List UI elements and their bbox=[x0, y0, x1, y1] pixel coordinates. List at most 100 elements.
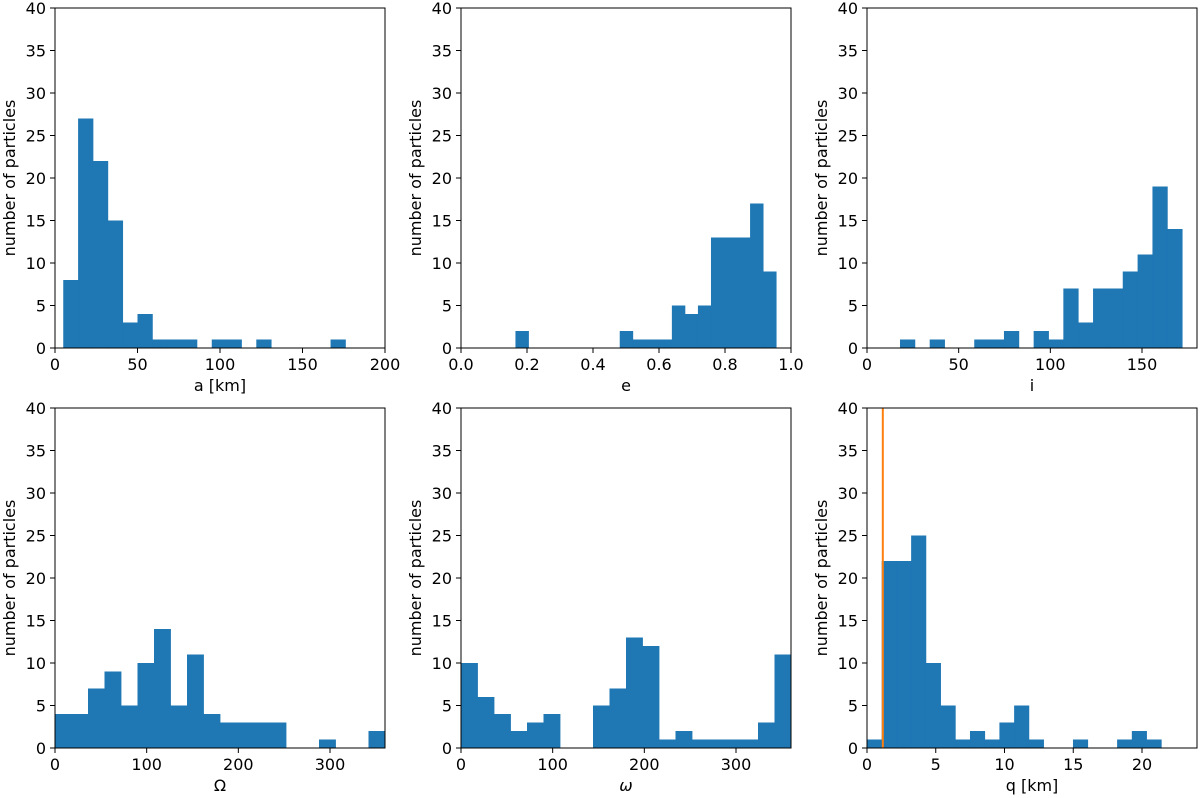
histogram-bar bbox=[1122, 271, 1138, 348]
histogram-bar bbox=[1117, 739, 1133, 748]
y-tick-label: 10 bbox=[838, 254, 858, 273]
histogram-bar bbox=[104, 671, 122, 748]
histogram-bar bbox=[1078, 322, 1094, 348]
y-axis-label: number of particles bbox=[406, 100, 425, 257]
x-tick-label: 300 bbox=[315, 755, 346, 774]
histogram-bar bbox=[626, 637, 643, 748]
histogram-bar bbox=[1107, 288, 1124, 348]
y-tick-label: 30 bbox=[838, 484, 858, 503]
y-tick-label: 5 bbox=[442, 697, 452, 716]
histogram-bar bbox=[269, 722, 287, 748]
y-axis-label: number of particles bbox=[812, 500, 831, 657]
histogram-bar bbox=[152, 339, 168, 348]
histogram-bar bbox=[741, 739, 759, 748]
histogram-bar bbox=[867, 739, 883, 748]
histogram-bar bbox=[708, 739, 726, 748]
y-tick-label: 25 bbox=[26, 127, 46, 146]
histogram-bar bbox=[137, 663, 155, 748]
y-tick-label: 20 bbox=[26, 569, 46, 588]
histogram-bar bbox=[494, 714, 511, 748]
y-tick-label: 20 bbox=[432, 569, 452, 588]
y-tick-label: 15 bbox=[838, 612, 858, 631]
x-tick-label: 1.0 bbox=[778, 355, 803, 374]
x-tick-label: 0 bbox=[50, 355, 60, 374]
y-tick-label: 20 bbox=[838, 169, 858, 188]
histogram-bar bbox=[1028, 739, 1044, 748]
y-tick-label: 40 bbox=[26, 0, 46, 18]
histogram-bar bbox=[929, 339, 945, 348]
y-tick-label: 40 bbox=[432, 399, 452, 418]
histogram-bar bbox=[137, 314, 153, 348]
x-tick-label: 20 bbox=[1132, 755, 1152, 774]
x-tick-label: 10 bbox=[994, 755, 1014, 774]
histogram-bar bbox=[645, 339, 660, 348]
histogram-omega-lower: 0 100 200 300 0 5 10 15 20 25 30 35 40 ω number of par… bbox=[406, 399, 792, 795]
histogram-bar bbox=[692, 739, 709, 748]
x-tick-label: 0.6 bbox=[646, 355, 671, 374]
histogram-bar bbox=[543, 714, 561, 748]
x-axis-label: ω bbox=[619, 776, 632, 795]
x-tick-label: 15 bbox=[1063, 755, 1083, 774]
histogram-bar bbox=[515, 331, 529, 348]
histogram-bar bbox=[167, 339, 183, 348]
y-tick-label: 35 bbox=[432, 42, 452, 61]
y-tick-label: 20 bbox=[432, 169, 452, 188]
y-tick-label: 10 bbox=[432, 254, 452, 273]
x-tick-label: 300 bbox=[721, 755, 752, 774]
y-tick-label: 30 bbox=[26, 484, 46, 503]
histogram-bar bbox=[955, 739, 971, 748]
y-tick-label: 5 bbox=[36, 697, 46, 716]
histogram-bar bbox=[226, 339, 242, 348]
histogram-bar bbox=[1003, 331, 1020, 348]
x-tick-label: 150 bbox=[287, 355, 318, 374]
histogram-bar bbox=[737, 237, 751, 348]
histogram-bar bbox=[896, 561, 912, 748]
histogram-bar bbox=[984, 739, 1000, 748]
y-axis-label: number of particles bbox=[0, 500, 19, 657]
x-tick-label: 50 bbox=[127, 355, 147, 374]
histogram-bar bbox=[92, 161, 109, 348]
x-tick-label: 200 bbox=[370, 355, 401, 374]
y-tick-label: 30 bbox=[838, 84, 858, 103]
histogram-bar bbox=[319, 739, 336, 748]
histogram-bar bbox=[211, 339, 227, 348]
x-tick-label: 100 bbox=[131, 755, 162, 774]
histogram-bar bbox=[63, 280, 79, 348]
histogram-bar bbox=[969, 731, 986, 748]
histogram-bar bbox=[974, 339, 990, 348]
histogram-bar bbox=[71, 714, 89, 748]
histogram-bar bbox=[1033, 331, 1049, 348]
histogram-bar bbox=[593, 705, 610, 748]
x-tick-label: 200 bbox=[223, 755, 254, 774]
histogram-bar bbox=[253, 722, 270, 748]
histogram-bar bbox=[658, 339, 673, 348]
histogram-bar bbox=[697, 305, 712, 348]
histogram-bar bbox=[763, 271, 777, 348]
y-tick-label: 10 bbox=[26, 254, 46, 273]
histogram-bar bbox=[725, 739, 742, 748]
histogram-bar bbox=[256, 339, 272, 348]
x-tick-label: 100 bbox=[537, 755, 568, 774]
y-tick-label: 5 bbox=[848, 697, 858, 716]
histogram-bar bbox=[900, 339, 916, 348]
histogram-bar bbox=[632, 339, 647, 348]
histogram-bar bbox=[368, 731, 386, 748]
histogram-bar bbox=[170, 705, 188, 748]
y-tick-label: 10 bbox=[838, 654, 858, 673]
x-axis-label: a [km] bbox=[194, 376, 246, 395]
histogram-bar bbox=[940, 705, 956, 748]
y-axis-label: number of particles bbox=[812, 100, 831, 257]
x-axis-label: i bbox=[1030, 376, 1034, 395]
histogram-bar bbox=[925, 663, 941, 748]
histogram-bar bbox=[461, 663, 478, 748]
x-tick-label: 0 bbox=[456, 755, 466, 774]
y-tick-label: 15 bbox=[432, 612, 452, 631]
histogram-bar bbox=[684, 314, 699, 348]
histogram-bar bbox=[154, 629, 171, 748]
histogram-bar bbox=[1137, 254, 1153, 348]
histogram-bar bbox=[330, 339, 346, 348]
histogram-bar bbox=[203, 714, 221, 748]
x-tick-label: 0 bbox=[862, 355, 872, 374]
